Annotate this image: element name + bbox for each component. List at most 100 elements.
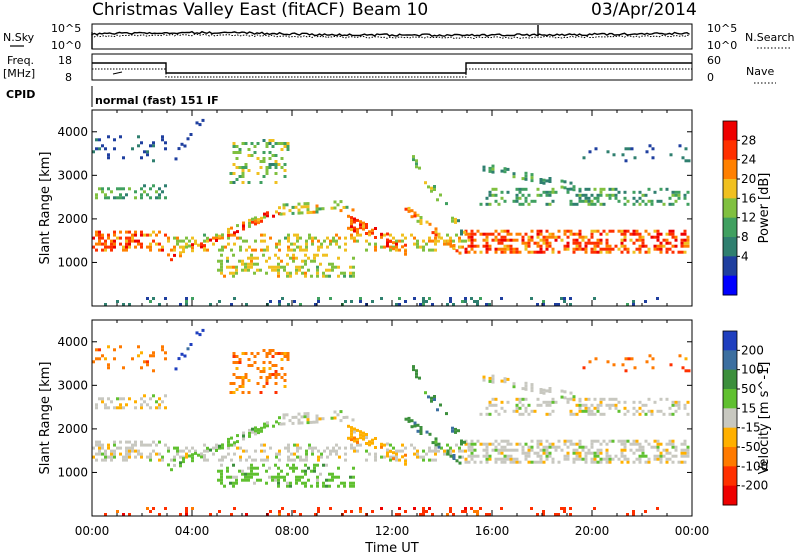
velocity-cell xyxy=(146,455,149,459)
power-cell xyxy=(298,265,301,269)
velocity-cell xyxy=(638,445,642,449)
power-cell xyxy=(260,219,263,223)
velocity-cell xyxy=(506,448,510,452)
power-cell xyxy=(140,141,143,145)
power-cell xyxy=(146,233,149,237)
power-cell xyxy=(536,232,540,236)
time-axis-labels: 00:00 04:00 08:00 12:00 16:00 20:00 00:00 xyxy=(75,524,710,538)
power-cell xyxy=(605,241,609,245)
power-cell xyxy=(295,268,298,272)
velocity-cell xyxy=(635,448,639,452)
power-cell xyxy=(395,248,398,252)
power-cell xyxy=(371,228,374,232)
power-cell xyxy=(539,247,543,251)
power-cell xyxy=(452,247,456,250)
power-cell xyxy=(572,232,576,236)
power-cell xyxy=(241,181,245,184)
power-cell xyxy=(431,248,434,252)
velocity-cell xyxy=(593,451,597,455)
power-cell xyxy=(626,303,629,306)
power-cell xyxy=(485,202,489,206)
velocity-cell xyxy=(433,395,436,398)
velocity-cell xyxy=(140,397,143,401)
power-cell xyxy=(98,138,101,142)
velocity-cell xyxy=(563,510,566,513)
power-cell xyxy=(590,232,594,236)
power-cell xyxy=(584,250,588,254)
velocity-cell xyxy=(659,457,663,461)
power-cell xyxy=(605,193,609,197)
velocity-cell xyxy=(506,439,510,443)
power-cell xyxy=(182,239,185,243)
power-cell xyxy=(674,238,678,242)
velocity-cell xyxy=(503,445,507,449)
velocity-cell xyxy=(329,449,332,453)
power-cell xyxy=(244,262,247,266)
velocity-cell xyxy=(485,412,489,416)
velocity-cell xyxy=(283,373,287,376)
power-cell xyxy=(280,259,283,263)
velocity-cell xyxy=(287,443,290,447)
velocity-cell xyxy=(470,454,474,458)
power-cell xyxy=(278,248,281,252)
velocity-cell xyxy=(287,446,290,450)
velocity-cell xyxy=(289,466,292,470)
power-cell xyxy=(263,212,266,216)
power-cell xyxy=(485,232,489,236)
power-cell xyxy=(617,229,621,233)
velocity-cell xyxy=(229,382,233,385)
power-cell xyxy=(280,142,284,145)
velocity-cell xyxy=(521,445,525,449)
velocity-cell xyxy=(229,475,232,479)
velocity-cell xyxy=(644,510,647,513)
velocity-cell xyxy=(590,445,594,449)
velocity-cell xyxy=(279,422,283,426)
power-cell xyxy=(635,238,639,242)
colorbar-tick-label: -200 xyxy=(741,479,768,493)
power-cell xyxy=(226,259,229,263)
power-cell xyxy=(431,239,434,243)
power-cell xyxy=(626,229,630,233)
velocity-cell xyxy=(170,458,173,462)
velocity-cell xyxy=(539,457,543,461)
power-cell xyxy=(548,232,552,236)
power-cell xyxy=(167,239,170,243)
velocity-cell xyxy=(113,440,116,444)
power-cell xyxy=(277,262,280,266)
power-cell xyxy=(271,268,274,272)
velocity-cell xyxy=(681,366,685,370)
power-cell xyxy=(575,238,579,242)
velocity-cell xyxy=(92,455,95,459)
velocity-cell xyxy=(527,403,531,407)
power-cell xyxy=(548,180,552,183)
power-cell xyxy=(183,144,187,148)
power-cell xyxy=(191,297,194,300)
power-cell xyxy=(584,244,588,248)
velocity-cell xyxy=(593,397,597,401)
velocity-cell xyxy=(280,475,283,479)
velocity-cell xyxy=(596,448,600,452)
velocity-cell xyxy=(647,409,651,413)
power-cell xyxy=(282,203,286,207)
velocity-cell xyxy=(256,472,259,476)
velocity-cell xyxy=(265,382,269,385)
power-cell xyxy=(620,241,624,245)
velocity-cell xyxy=(428,458,431,462)
velocity-cell xyxy=(274,463,277,467)
colorbar-tick-label: 12 xyxy=(741,211,756,225)
power-cell xyxy=(362,227,365,231)
power-cell xyxy=(92,236,95,240)
power-cell xyxy=(250,253,253,257)
power-cell xyxy=(304,253,307,257)
power-cell xyxy=(101,144,104,148)
velocity-cell xyxy=(527,460,531,464)
velocity-cell xyxy=(473,442,477,446)
power-cell xyxy=(305,245,308,249)
power-cell xyxy=(344,236,347,240)
power-cell xyxy=(248,218,251,222)
velocity-cell xyxy=(293,452,296,456)
velocity-cell xyxy=(497,448,501,452)
velocity-cell xyxy=(125,440,128,444)
velocity-cell xyxy=(242,431,245,435)
velocity-cell xyxy=(539,448,543,452)
